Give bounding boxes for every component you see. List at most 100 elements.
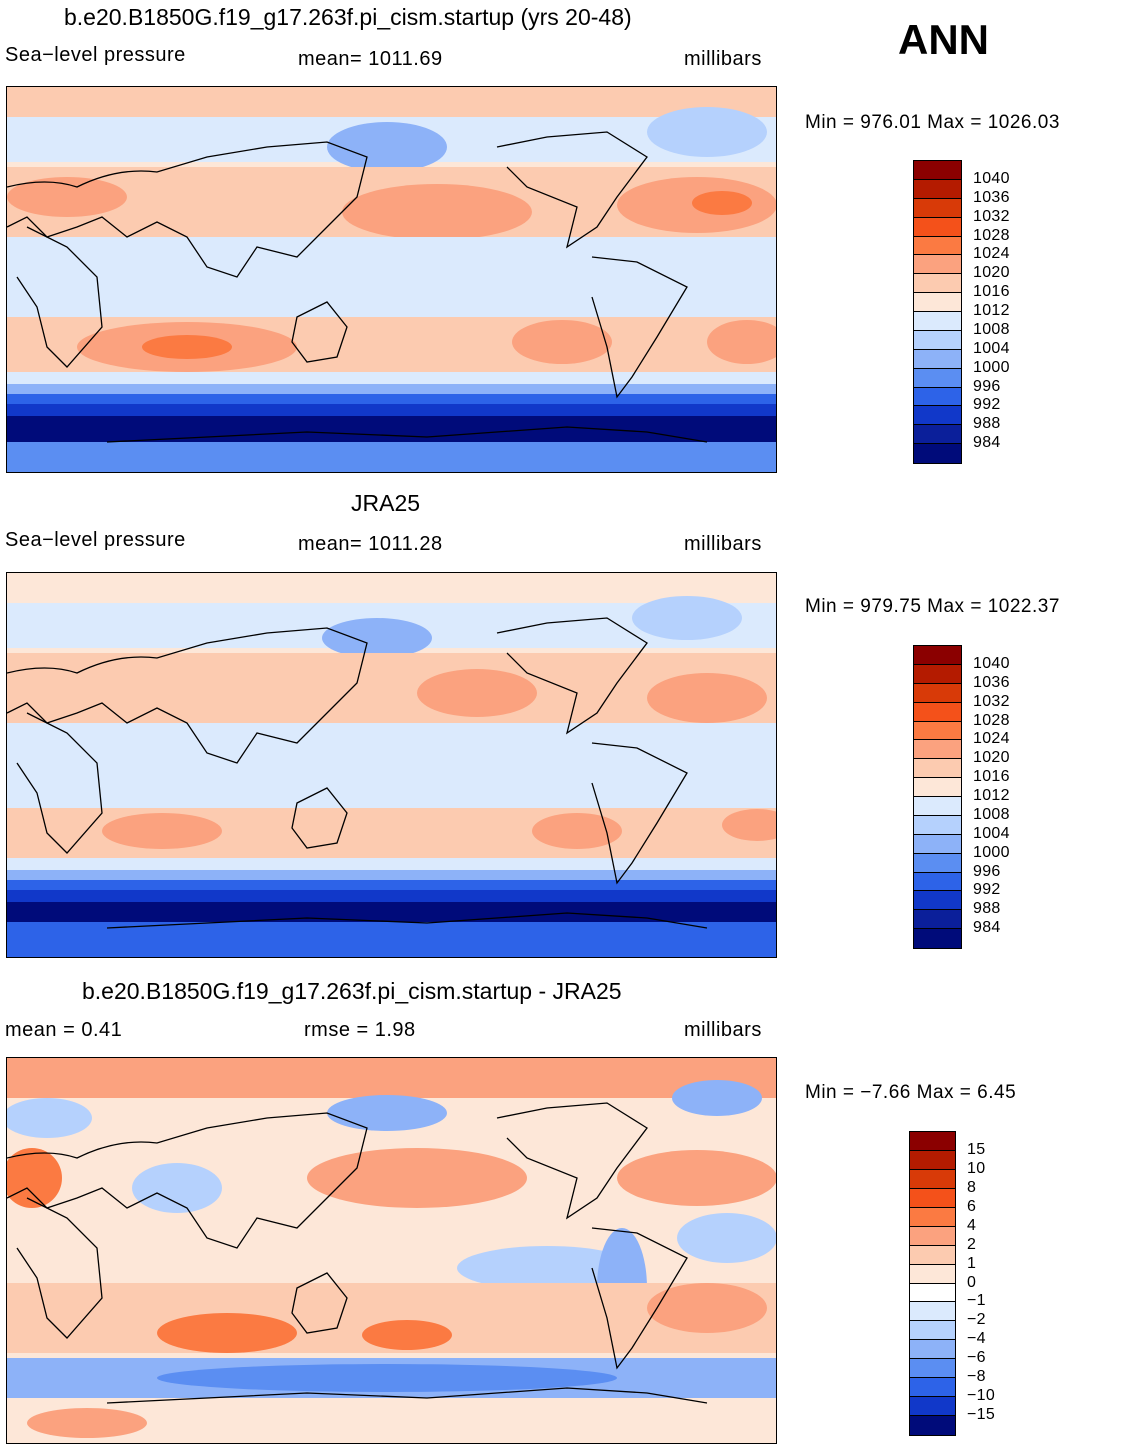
colorbar-tick-label: 996 xyxy=(973,377,1001,395)
colorbar-tick-label: −8 xyxy=(967,1368,986,1386)
colorbar-cell xyxy=(910,1245,955,1265)
colorbar-tick-label: 1016 xyxy=(973,768,1010,786)
colorbar-tick-label: 10 xyxy=(967,1159,986,1177)
panel1-units-label: millibars xyxy=(684,48,762,70)
colorbar-tick-label: 1004 xyxy=(973,339,1010,357)
panel3-rmse-label: rmse = 1.98 xyxy=(304,1019,416,1041)
colorbar-cell xyxy=(910,1264,955,1284)
colorbar-cell xyxy=(910,1378,955,1398)
colorbar-tick-label: 1036 xyxy=(973,673,1010,691)
colorbar-cell xyxy=(910,1340,955,1360)
colorbar-cell xyxy=(914,312,961,331)
aleutian-low xyxy=(322,618,432,658)
panel3-colorbar: 15 10 8 6 4 2 1 0 −1 −2 −4 −6 −8 −10 −15 xyxy=(909,1131,995,1436)
colorbar-tick-label: 6 xyxy=(967,1197,977,1215)
colorbar-cell xyxy=(914,929,961,948)
coastlines xyxy=(7,1102,708,1404)
southern-band-1 xyxy=(7,858,776,870)
colorbar-cell xyxy=(914,198,961,218)
colorbar-cell xyxy=(914,683,961,703)
colorbar-tick-label: −4 xyxy=(967,1330,986,1348)
colorbar-cell xyxy=(914,293,961,312)
colorbar-cell xyxy=(910,1283,955,1303)
colorbar-cell xyxy=(914,778,961,797)
azores-high xyxy=(647,673,767,723)
panel1-map-svg xyxy=(7,87,776,472)
colorbar-tick-label: 1008 xyxy=(973,805,1010,823)
colorbar-tick-label: 1 xyxy=(967,1254,977,1272)
north-atlantic-positive xyxy=(617,1150,776,1206)
new-zealand-positive-core xyxy=(362,1320,452,1350)
panel2-colorbar: 1040 1036 1032 1028 1024 1020 1016 1012 1008 1004… xyxy=(913,645,1009,949)
colorbar-cell xyxy=(914,217,961,237)
panel2-title: JRA25 xyxy=(351,490,421,516)
colorbar-tick-label: 992 xyxy=(973,396,1001,414)
colorbar-cell xyxy=(910,1321,955,1341)
panel2-variable-label: Sea−level pressure xyxy=(5,529,186,551)
south-atlantic-high xyxy=(707,320,776,364)
colorbar-cell xyxy=(910,1416,955,1435)
equatorial-band xyxy=(7,237,776,317)
australia-coast xyxy=(291,1272,348,1334)
southern-band-1 xyxy=(7,372,776,384)
south-america-coast xyxy=(591,742,688,885)
colorbar-tick-label: −15 xyxy=(967,1406,996,1424)
icelandic-low xyxy=(632,596,742,640)
arctic-band xyxy=(7,87,776,117)
colorbar-tick-label: 1024 xyxy=(973,245,1010,263)
colorbar-tick-label: 1032 xyxy=(973,692,1010,710)
panel2-minmax: Min = 979.75 Max = 1022.37 xyxy=(805,596,1060,617)
australia-coast xyxy=(291,301,348,363)
colorbar-cell xyxy=(914,425,961,445)
colorbar-tick-label: 1016 xyxy=(973,283,1010,301)
colorbar-cell xyxy=(914,387,961,407)
colorbar-tick-label: 1012 xyxy=(973,787,1010,804)
panel1-variable-label: Sea−level pressure xyxy=(5,44,186,66)
panel2-mean-label: mean= 1011.28 xyxy=(298,533,443,555)
eurasia-coast xyxy=(7,1112,368,1249)
north-america-coast xyxy=(496,131,648,249)
colorbar-tick-label: 1040 xyxy=(973,169,1010,187)
australia-coast xyxy=(291,787,348,849)
colorbar-cell xyxy=(914,349,961,369)
north-america-coast xyxy=(496,617,648,735)
colorbar-cell xyxy=(910,1169,955,1189)
panel1-map xyxy=(6,86,777,473)
panel3-minmax: Min = −7.66 Max = 6.45 xyxy=(805,1082,1017,1103)
greenland-negative xyxy=(672,1080,762,1116)
europe-negative xyxy=(7,1098,92,1138)
south-pacific-high xyxy=(532,813,622,849)
colorbar-cell xyxy=(914,702,961,722)
panel1-mean-label: mean= 1011.69 xyxy=(298,48,443,70)
north-pacific-positive xyxy=(307,1148,527,1208)
circumpolar-trough xyxy=(7,416,776,442)
colorbar-tick-label: 1000 xyxy=(973,843,1010,861)
southern-band-4 xyxy=(7,890,776,902)
antarctica-positive xyxy=(27,1408,147,1438)
season-label: ANN xyxy=(898,16,989,63)
colorbar-cell xyxy=(914,834,961,854)
eurasia-coast xyxy=(7,627,368,764)
colorbar-tick-label: 1004 xyxy=(973,824,1010,842)
colorbar-cell xyxy=(914,236,961,256)
colorbar-tick-label: 15 xyxy=(967,1140,986,1158)
indian-positive-core xyxy=(157,1313,297,1353)
coastlines xyxy=(7,131,708,443)
southern-band-3 xyxy=(7,880,776,890)
colorbar-cell xyxy=(914,406,961,426)
colorbar-cell xyxy=(910,1226,955,1246)
colorbar-cell xyxy=(914,161,961,180)
colorbar-cell xyxy=(910,1397,955,1417)
colorbar-tick-label: 984 xyxy=(973,919,1001,937)
panel3-map xyxy=(6,1057,777,1444)
panel1-title: b.e20.B1850G.f19_g17.263f.pi_cism.startu… xyxy=(64,4,632,30)
colorbar-tick-label: −2 xyxy=(967,1311,986,1329)
colorbar-cell xyxy=(910,1302,955,1322)
south-atlantic-positive xyxy=(647,1283,767,1333)
tibet-negative xyxy=(132,1163,222,1213)
pacific-high xyxy=(417,669,537,717)
antarctica-coast xyxy=(106,426,708,443)
panel1-minmax: Min = 976.01 Max = 1026.03 xyxy=(805,112,1060,133)
mediterranean-high xyxy=(7,177,127,217)
colorbar-tick-label: 1032 xyxy=(973,207,1010,225)
